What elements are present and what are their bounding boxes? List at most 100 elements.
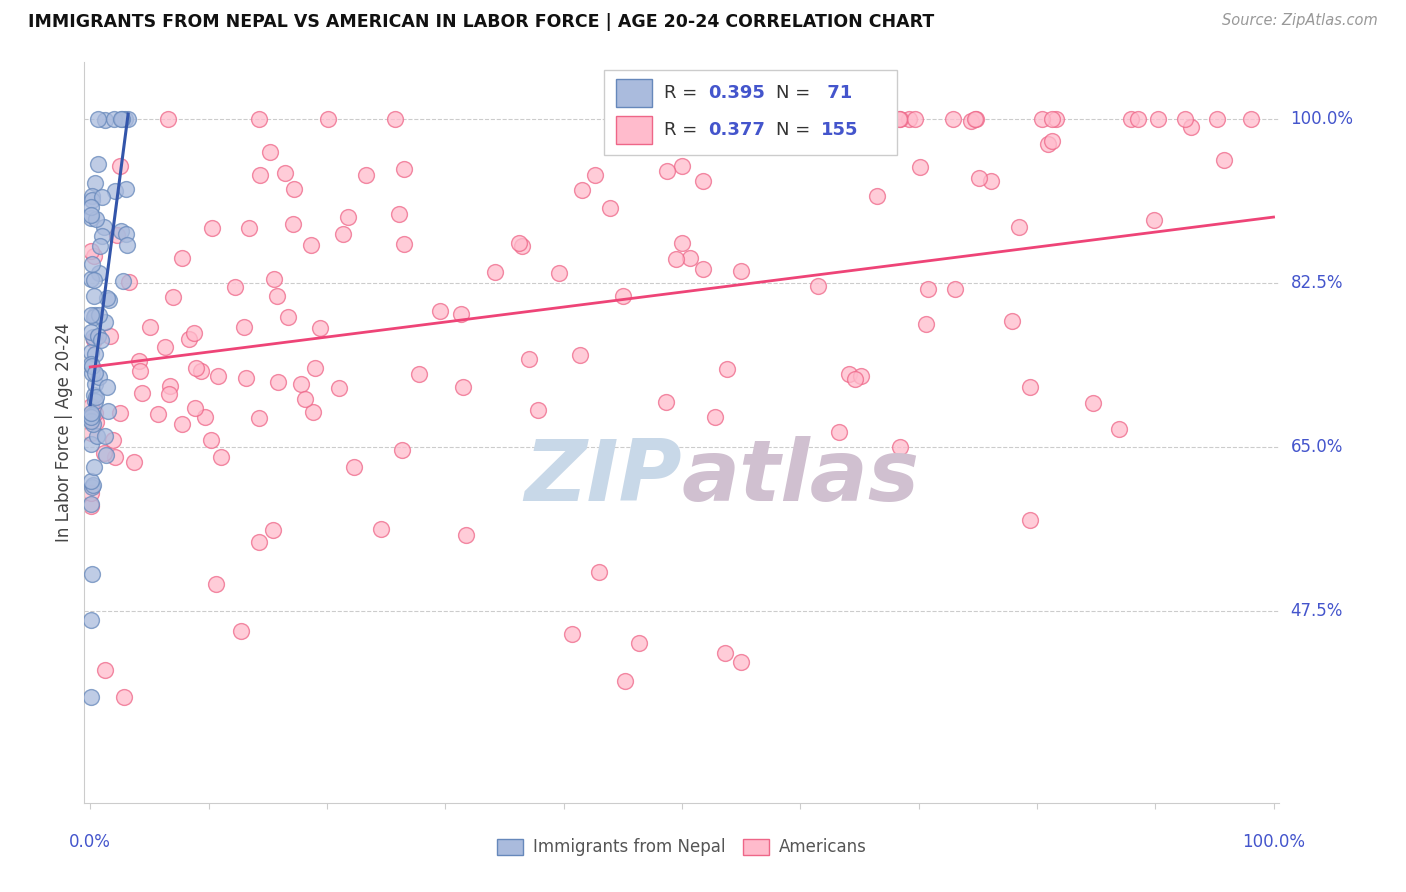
Point — [80, 480, 103, 494]
Point — [86, 415, 108, 429]
Point — [84, 212, 107, 227]
Point — [277, 310, 299, 324]
Point — [118, 276, 141, 290]
Point — [716, 361, 738, 376]
Text: Source: ZipAtlas.com: Source: ZipAtlas.com — [1222, 13, 1378, 29]
Point — [408, 367, 430, 381]
Point — [80, 272, 103, 286]
Point — [129, 364, 152, 378]
Point — [183, 326, 205, 340]
Text: ZIP: ZIP — [524, 435, 682, 518]
Point — [838, 367, 860, 381]
Point — [80, 567, 103, 582]
Point — [80, 497, 103, 511]
Point — [569, 348, 592, 362]
Point — [692, 174, 714, 188]
Point — [98, 328, 121, 343]
Point — [713, 646, 735, 660]
Point — [80, 409, 103, 423]
Point — [707, 112, 730, 126]
Point — [844, 371, 866, 385]
Point — [571, 183, 593, 197]
Point — [115, 227, 138, 241]
Point — [82, 417, 104, 431]
Point — [730, 264, 752, 278]
Point — [179, 332, 201, 346]
Point — [83, 310, 105, 324]
Point — [328, 380, 350, 394]
Point — [153, 340, 176, 354]
Point — [200, 433, 222, 447]
Point — [517, 351, 540, 366]
Point — [80, 309, 103, 323]
Point — [678, 251, 700, 265]
Point — [108, 406, 131, 420]
Point — [845, 112, 868, 126]
Point — [839, 133, 862, 147]
Point — [83, 289, 105, 303]
Point — [309, 321, 332, 335]
Point — [583, 168, 606, 182]
Point — [224, 279, 246, 293]
Point — [249, 169, 271, 183]
Point — [201, 221, 224, 235]
Point — [614, 673, 637, 688]
Point — [184, 401, 207, 415]
Point — [889, 112, 911, 126]
Point — [1019, 513, 1042, 527]
Point — [1036, 136, 1059, 151]
Point — [83, 460, 105, 475]
Text: 155: 155 — [821, 120, 858, 139]
Point — [967, 170, 990, 185]
Text: 0.377: 0.377 — [709, 120, 765, 139]
Point — [87, 370, 110, 384]
FancyBboxPatch shape — [605, 70, 897, 155]
Point — [97, 404, 120, 418]
Point — [508, 236, 530, 251]
Point — [704, 409, 727, 424]
Point — [138, 319, 160, 334]
Point — [84, 376, 107, 391]
Point — [83, 273, 105, 287]
Point — [83, 333, 105, 347]
Point — [1126, 112, 1149, 126]
Text: 82.5%: 82.5% — [1291, 274, 1343, 292]
Point — [249, 534, 271, 549]
Point — [1001, 314, 1024, 328]
Point — [128, 354, 150, 368]
Point — [392, 236, 415, 251]
Point — [392, 161, 415, 176]
Point — [84, 390, 107, 404]
Point — [671, 235, 693, 250]
Point — [889, 441, 911, 455]
Point — [1040, 112, 1063, 126]
Point — [451, 380, 474, 394]
Point — [80, 211, 103, 226]
Point — [1108, 422, 1130, 436]
Point — [876, 112, 898, 126]
Text: IMMIGRANTS FROM NEPAL VS AMERICAN IN LABOR FORCE | AGE 20-24 CORRELATION CHART: IMMIGRANTS FROM NEPAL VS AMERICAN IN LAB… — [28, 13, 935, 31]
Point — [654, 395, 676, 409]
Point — [114, 112, 136, 126]
Point — [115, 238, 138, 252]
Point — [110, 159, 132, 173]
Point — [247, 112, 270, 126]
Text: N =: N = — [776, 84, 817, 102]
Point — [107, 227, 129, 242]
Point — [80, 414, 103, 428]
Point — [283, 182, 305, 196]
Point — [89, 238, 111, 252]
Point — [889, 112, 911, 126]
Point — [657, 164, 679, 178]
Point — [86, 329, 108, 343]
Point — [83, 388, 105, 402]
Point — [267, 375, 290, 389]
Point — [429, 304, 451, 318]
Point — [343, 459, 366, 474]
Point — [159, 379, 181, 393]
Point — [980, 174, 1002, 188]
Point — [117, 112, 139, 126]
Point — [454, 528, 477, 542]
Y-axis label: In Labor Force | Age 20-24: In Labor Force | Age 20-24 — [55, 323, 73, 542]
Point — [83, 366, 105, 380]
